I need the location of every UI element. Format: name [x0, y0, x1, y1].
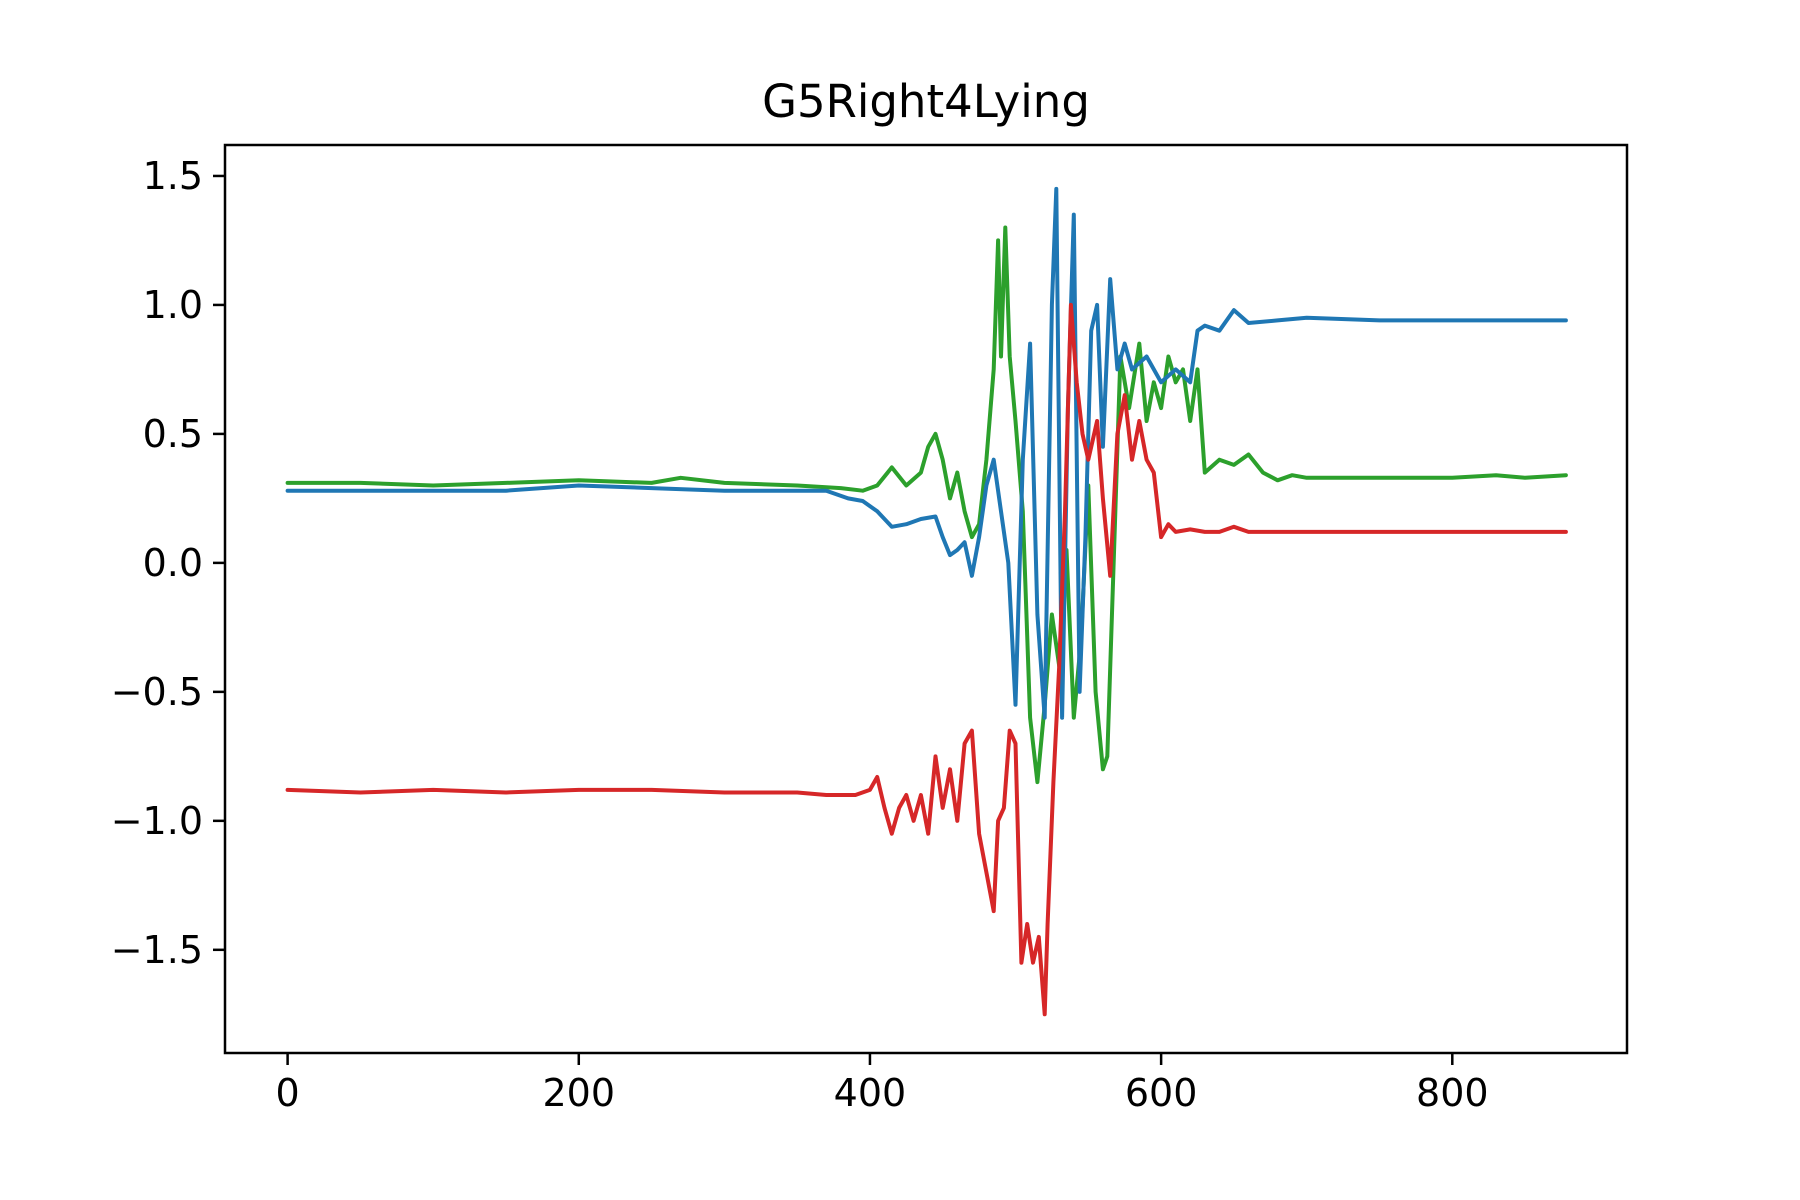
- plot-area-frame: [223, 143, 1629, 1055]
- x-tick-label: 800: [1416, 1071, 1489, 1115]
- y-tick-label: 1.5: [143, 154, 203, 198]
- series-line-1: [285, 225, 1568, 785]
- series-line-3: [285, 302, 1568, 1017]
- x-tick-label: 600: [1125, 1071, 1198, 1115]
- series-line-2: [285, 186, 1568, 720]
- y-tick-label: −1.5: [111, 928, 203, 972]
- x-tick-label: 0: [276, 1071, 300, 1115]
- y-tick-label: −1.0: [111, 799, 203, 843]
- y-tick-label: 0.5: [143, 412, 203, 456]
- y-tick-label: −0.5: [111, 670, 203, 714]
- y-tick-label: 1.0: [143, 283, 203, 327]
- x-axis: 0 200 400 600 800: [276, 1053, 1489, 1115]
- y-axis: 1.5 1.0 0.5 0.0 −0.5 −1.0 −1.5: [111, 154, 225, 972]
- series-layer: [285, 186, 1568, 1017]
- x-tick-label: 200: [543, 1071, 616, 1115]
- x-tick-label: 400: [834, 1071, 907, 1115]
- chart-title: G5Right4Lying: [762, 75, 1090, 128]
- y-tick-label: 0.0: [143, 541, 203, 585]
